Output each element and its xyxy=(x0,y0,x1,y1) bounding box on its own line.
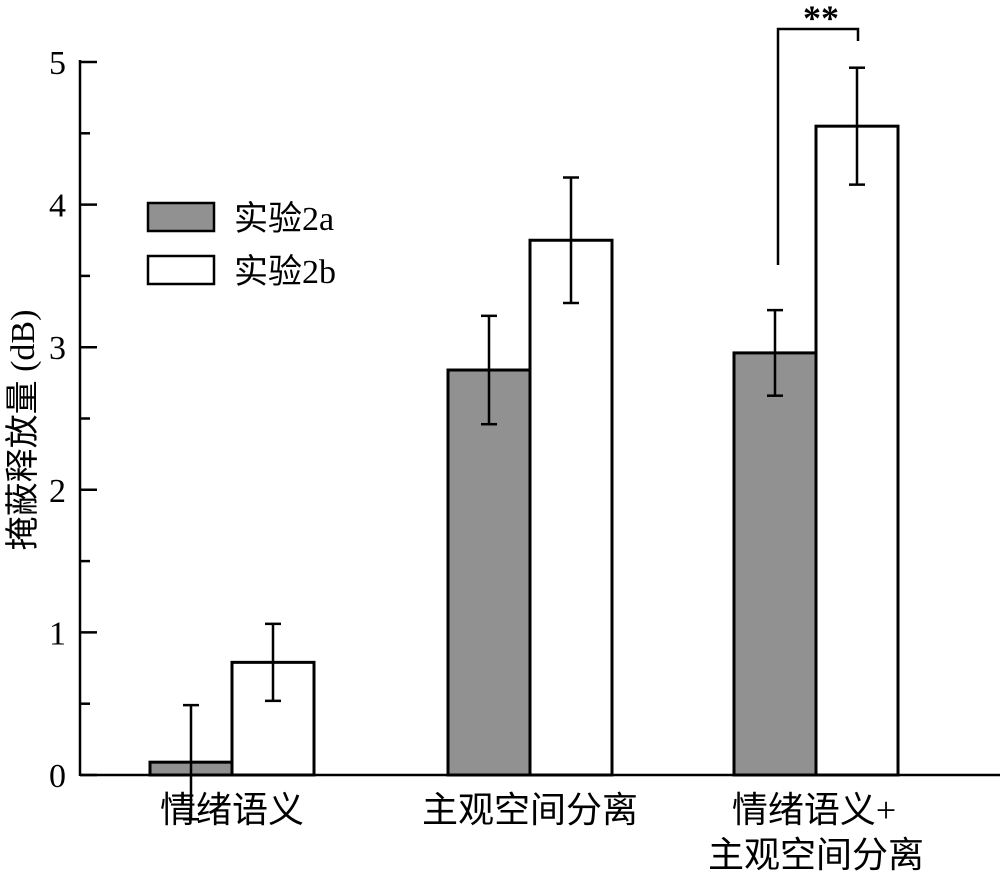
significance-annotation: ** xyxy=(776,0,860,265)
bars-layer xyxy=(148,66,900,821)
bar-b-2 xyxy=(814,124,900,777)
y-tick-label: 2 xyxy=(49,473,66,510)
x-tick-label: 主观空间分离 xyxy=(422,790,638,830)
legend-swatch xyxy=(146,254,216,286)
y-axis-label: 掩蔽释放量 (dB) xyxy=(4,310,42,551)
y-tick-label: 4 xyxy=(49,188,66,225)
legend-swatch xyxy=(146,201,216,233)
y-tick-label: 5 xyxy=(49,45,66,82)
legend-label: 实验2b xyxy=(234,253,336,291)
bar-a-2 xyxy=(732,351,818,777)
y-tick-label: 0 xyxy=(49,758,66,795)
bar-b-1 xyxy=(528,238,614,777)
bar-a-1 xyxy=(446,368,532,777)
y-tick-label: 1 xyxy=(49,615,66,652)
x-tick-label: 主观空间分离 xyxy=(708,835,924,874)
x-tick-label: 情绪语义+ xyxy=(732,790,896,830)
legend-label: 实验2a xyxy=(234,200,334,238)
significance-stars: ** xyxy=(803,0,839,38)
legend: 实验2a 实验2b xyxy=(146,200,336,291)
y-tick-label: 3 xyxy=(49,330,66,367)
x-tick-label: 情绪语义 xyxy=(160,790,304,830)
significance-bracket xyxy=(776,27,860,265)
